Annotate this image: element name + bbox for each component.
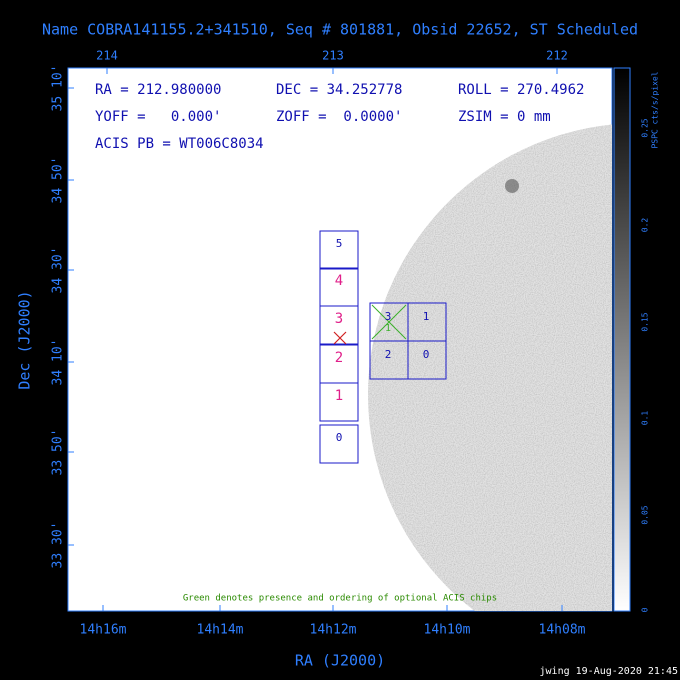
s-chip-label: 2 <box>335 350 343 366</box>
left-tick-label: 33 30' <box>51 522 66 569</box>
bottom-tick-label: 14h16m <box>80 623 127 638</box>
i-chip-label: 1 <box>423 310 430 323</box>
s-chip <box>319 267 359 307</box>
colorbar-ticks: 0 0.05 0.1 0.15 0.2 0.25 PSPC cts/s/pixel <box>641 71 660 612</box>
colorbar-tick-label: 0.2 <box>641 218 650 233</box>
footer: jwing 19-Aug-2020 21:45 <box>540 666 678 677</box>
title: Name COBRA141155.2+341510, Seq # 801881,… <box>42 21 638 39</box>
info-zsim: ZSIM = 0 mm <box>458 109 551 125</box>
bottom-tick-label: 14h10m <box>424 623 471 638</box>
colorbar-tick-label: 0.15 <box>641 312 650 331</box>
s-chip-label: 1 <box>335 388 343 404</box>
left-tick-label: 34 10' <box>51 339 66 386</box>
pspc-noise <box>368 124 612 611</box>
aimpoint <box>333 331 347 345</box>
info-dec: DEC = 34.252778 <box>276 82 402 98</box>
left-tick-label: 34 50' <box>51 157 66 204</box>
colorbar <box>613 67 631 612</box>
y-label: Dec (J2000) <box>16 290 34 389</box>
i-chip-label: 3 <box>385 310 392 323</box>
info-ra: RA = 212.980000 <box>95 82 221 98</box>
s-chip <box>319 344 359 384</box>
note: Green denotes presence and ordering of o… <box>183 594 497 604</box>
i-chip <box>407 340 447 380</box>
left-tick-label: 33 50' <box>51 429 66 476</box>
optional-order: 1 <box>385 323 391 334</box>
i-chip-label: 0 <box>423 348 430 361</box>
s-chip-label: 3 <box>335 311 343 327</box>
top-tick-label: 213 <box>322 49 344 63</box>
colorbar-tick-label: 0 <box>641 607 650 612</box>
colorbar-tick-label: 0.05 <box>641 505 650 524</box>
bottom-tick-label: 14h08m <box>539 623 586 638</box>
left-tick-label: 34 30' <box>51 247 66 294</box>
optional-chip-cross <box>371 304 407 340</box>
colorbar-tick-label: 0.1 <box>641 411 650 426</box>
i-chip-label: 2 <box>385 348 392 361</box>
sky-image <box>368 124 612 611</box>
info-roll: ROLL = 270.4962 <box>458 82 584 98</box>
bottom-tick-label: 14h14m <box>197 623 244 638</box>
s-chip <box>319 424 359 464</box>
bottom-tick-label: 14h12m <box>310 623 357 638</box>
info-zoff: ZOFF = 0.0000' <box>276 109 402 125</box>
left-tick-label: 35 10' <box>51 65 66 112</box>
top-tick-label: 212 <box>546 49 568 63</box>
s-chip-label: 5 <box>336 237 343 250</box>
s-chip <box>319 230 359 270</box>
x-label: RA (J2000) <box>295 652 385 670</box>
top-tick-label: 214 <box>96 49 118 63</box>
info-acis: ACIS PB = WT006C8034 <box>95 136 264 152</box>
s-chip-label: 4 <box>335 273 343 289</box>
s-chip-label: 0 <box>336 431 343 444</box>
colorbar-tick-label: 0.25 <box>641 118 650 137</box>
source <box>505 179 519 193</box>
colorbar-label: PSPC cts/s/pixel <box>651 71 660 148</box>
info-yoff: YOFF = 0.000' <box>95 109 221 125</box>
info: RA = 212.980000 DEC = 34.252778 ROLL = 2… <box>95 82 584 152</box>
